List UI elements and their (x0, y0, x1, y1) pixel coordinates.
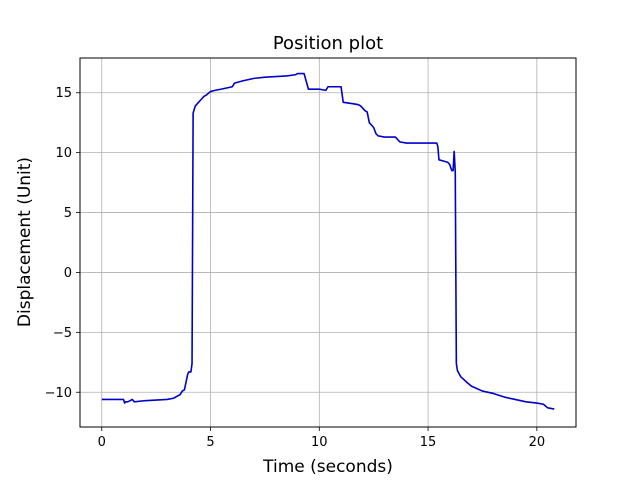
y-axis-label: Displacement (Unit) (15, 157, 35, 327)
plot-area-frame (79, 57, 577, 428)
axis-ticks: 0 5 10 15 20 −10 −5 0 5 10 15 (45, 86, 546, 450)
y-tick-label: 0 (64, 266, 72, 281)
x-tick-label: 20 (529, 435, 546, 450)
x-tick-label: 10 (311, 435, 328, 450)
y-tick-label: 5 (64, 206, 72, 221)
grid-lines (80, 58, 576, 427)
y-tick-label: −5 (53, 326, 72, 341)
series-layer (101, 72, 555, 410)
x-tick-label: 0 (98, 435, 106, 450)
chart-title: Position plot (273, 33, 383, 54)
x-tick-label: 15 (420, 435, 437, 450)
x-axis-label: Time (seconds) (262, 457, 393, 477)
x-tick-label: 5 (206, 435, 214, 450)
y-tick-label: 10 (55, 146, 72, 161)
y-tick-label: 15 (55, 86, 72, 101)
y-tick-label: −10 (45, 386, 72, 401)
